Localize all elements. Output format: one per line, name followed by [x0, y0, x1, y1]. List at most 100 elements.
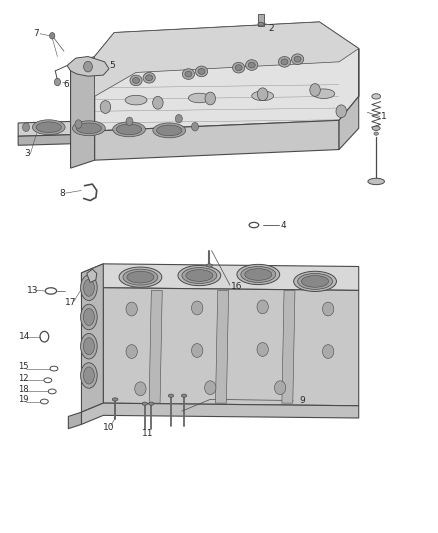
Circle shape — [257, 343, 268, 357]
Circle shape — [175, 115, 182, 123]
Polygon shape — [18, 131, 201, 146]
Text: 18: 18 — [18, 385, 29, 394]
Ellipse shape — [372, 126, 380, 131]
Circle shape — [336, 105, 346, 118]
Ellipse shape — [182, 268, 217, 284]
Circle shape — [100, 101, 111, 114]
Circle shape — [75, 120, 82, 128]
Text: 7: 7 — [33, 29, 39, 38]
Circle shape — [191, 301, 203, 315]
Ellipse shape — [81, 304, 97, 330]
Bar — [258, 14, 264, 26]
Ellipse shape — [81, 275, 97, 301]
Ellipse shape — [294, 56, 301, 62]
Polygon shape — [95, 22, 359, 131]
Ellipse shape — [81, 363, 97, 388]
Polygon shape — [339, 49, 359, 150]
Circle shape — [126, 117, 133, 126]
Ellipse shape — [293, 271, 336, 292]
Ellipse shape — [313, 89, 335, 99]
Ellipse shape — [125, 95, 147, 105]
Circle shape — [191, 123, 198, 131]
Ellipse shape — [133, 77, 140, 83]
Ellipse shape — [233, 62, 245, 73]
Ellipse shape — [83, 367, 94, 384]
Circle shape — [54, 78, 60, 86]
Ellipse shape — [206, 264, 212, 267]
Ellipse shape — [146, 75, 152, 80]
Text: 17: 17 — [65, 298, 77, 307]
Ellipse shape — [185, 71, 192, 77]
Circle shape — [322, 302, 334, 316]
Ellipse shape — [32, 120, 65, 135]
Text: 4: 4 — [281, 221, 286, 230]
Ellipse shape — [368, 178, 385, 184]
Ellipse shape — [143, 72, 155, 83]
Ellipse shape — [149, 402, 154, 405]
Ellipse shape — [195, 66, 208, 77]
Ellipse shape — [127, 271, 154, 283]
Ellipse shape — [241, 266, 276, 282]
Ellipse shape — [156, 125, 182, 136]
Polygon shape — [81, 403, 359, 424]
Circle shape — [275, 381, 286, 394]
Ellipse shape — [81, 334, 97, 359]
Polygon shape — [282, 290, 295, 403]
Ellipse shape — [198, 68, 205, 74]
Polygon shape — [87, 269, 97, 282]
Ellipse shape — [186, 270, 213, 281]
Polygon shape — [103, 288, 359, 406]
Ellipse shape — [237, 264, 280, 285]
Ellipse shape — [178, 265, 221, 286]
Text: 2: 2 — [268, 24, 273, 33]
Ellipse shape — [297, 273, 332, 289]
Ellipse shape — [83, 309, 94, 326]
Polygon shape — [95, 120, 339, 160]
Polygon shape — [68, 412, 81, 429]
Ellipse shape — [291, 54, 304, 64]
Circle shape — [126, 345, 138, 359]
Ellipse shape — [168, 394, 173, 397]
Polygon shape — [215, 290, 229, 403]
Circle shape — [22, 123, 29, 132]
Text: 9: 9 — [299, 396, 305, 405]
Ellipse shape — [113, 122, 145, 137]
Ellipse shape — [36, 122, 61, 133]
Text: 15: 15 — [18, 362, 28, 372]
Ellipse shape — [235, 64, 242, 70]
Ellipse shape — [248, 62, 255, 68]
Text: 13: 13 — [27, 286, 39, 295]
Text: 11: 11 — [142, 430, 153, 439]
Ellipse shape — [279, 56, 290, 67]
Circle shape — [126, 302, 138, 316]
Text: 14: 14 — [19, 332, 30, 341]
Polygon shape — [71, 56, 95, 168]
Ellipse shape — [130, 75, 142, 86]
Ellipse shape — [83, 279, 94, 296]
Text: 10: 10 — [103, 423, 115, 432]
Polygon shape — [95, 22, 359, 96]
Text: 5: 5 — [109, 61, 115, 70]
Ellipse shape — [181, 394, 187, 397]
Ellipse shape — [117, 124, 142, 135]
Circle shape — [84, 61, 92, 72]
Ellipse shape — [374, 132, 378, 135]
Text: 19: 19 — [18, 395, 28, 405]
Circle shape — [205, 92, 215, 105]
Circle shape — [49, 33, 55, 39]
Ellipse shape — [252, 91, 274, 101]
Text: 3: 3 — [25, 149, 31, 158]
Ellipse shape — [76, 123, 102, 134]
Ellipse shape — [73, 121, 105, 136]
Ellipse shape — [182, 69, 194, 79]
Ellipse shape — [188, 93, 210, 103]
Polygon shape — [149, 290, 162, 403]
Ellipse shape — [123, 269, 158, 285]
Circle shape — [322, 345, 334, 359]
Circle shape — [310, 84, 320, 96]
Circle shape — [152, 96, 163, 109]
Ellipse shape — [301, 276, 328, 287]
Ellipse shape — [83, 338, 94, 355]
Ellipse shape — [246, 60, 258, 70]
Circle shape — [257, 300, 268, 314]
